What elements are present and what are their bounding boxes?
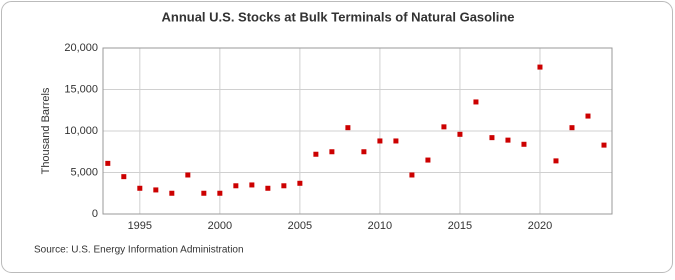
point bbox=[249, 182, 255, 188]
point bbox=[457, 131, 463, 137]
point bbox=[329, 149, 335, 155]
chart-title: Annual U.S. Stocks at Bulk Terminals of … bbox=[161, 9, 514, 24]
point bbox=[585, 113, 591, 119]
y-tick-label: 10,000 bbox=[64, 125, 98, 137]
point bbox=[201, 190, 207, 196]
y-tick-label: 5,000 bbox=[70, 166, 98, 178]
source: Source: U.S. Energy Information Administ… bbox=[34, 245, 244, 256]
x-tick-label: 2000 bbox=[208, 220, 232, 232]
x-tick-label: 2015 bbox=[448, 220, 472, 232]
point bbox=[489, 135, 495, 141]
point bbox=[409, 172, 415, 178]
point bbox=[185, 172, 191, 178]
point bbox=[153, 187, 159, 193]
point bbox=[169, 190, 175, 196]
point bbox=[361, 149, 367, 155]
point bbox=[425, 157, 431, 163]
point bbox=[569, 125, 575, 131]
y-tick-label: 0 bbox=[92, 208, 98, 220]
point bbox=[505, 137, 511, 143]
point bbox=[601, 142, 607, 148]
point bbox=[105, 160, 111, 166]
point bbox=[217, 190, 223, 196]
y-axis-label: Thousand Barrels bbox=[40, 87, 52, 174]
point bbox=[473, 99, 479, 105]
x-tick-label: 2020 bbox=[528, 220, 552, 232]
point bbox=[313, 151, 319, 157]
point bbox=[345, 125, 351, 131]
point bbox=[553, 158, 559, 164]
point bbox=[265, 185, 271, 191]
point bbox=[137, 185, 143, 191]
frame bbox=[1, 1, 673, 273]
x-tick-label: 2010 bbox=[368, 220, 392, 232]
point bbox=[297, 180, 303, 186]
point bbox=[377, 138, 383, 144]
point bbox=[537, 64, 543, 70]
x-tick-label: 1995 bbox=[128, 220, 152, 232]
point bbox=[281, 183, 287, 189]
plot-border bbox=[102, 47, 613, 215]
point bbox=[233, 183, 239, 189]
y-tick-label: 20,000 bbox=[64, 42, 98, 54]
point bbox=[121, 174, 127, 180]
point bbox=[393, 138, 399, 144]
point bbox=[441, 124, 447, 130]
x-tick-label: 2005 bbox=[288, 220, 312, 232]
y-tick-label: 15,000 bbox=[64, 83, 98, 95]
point bbox=[521, 141, 527, 147]
